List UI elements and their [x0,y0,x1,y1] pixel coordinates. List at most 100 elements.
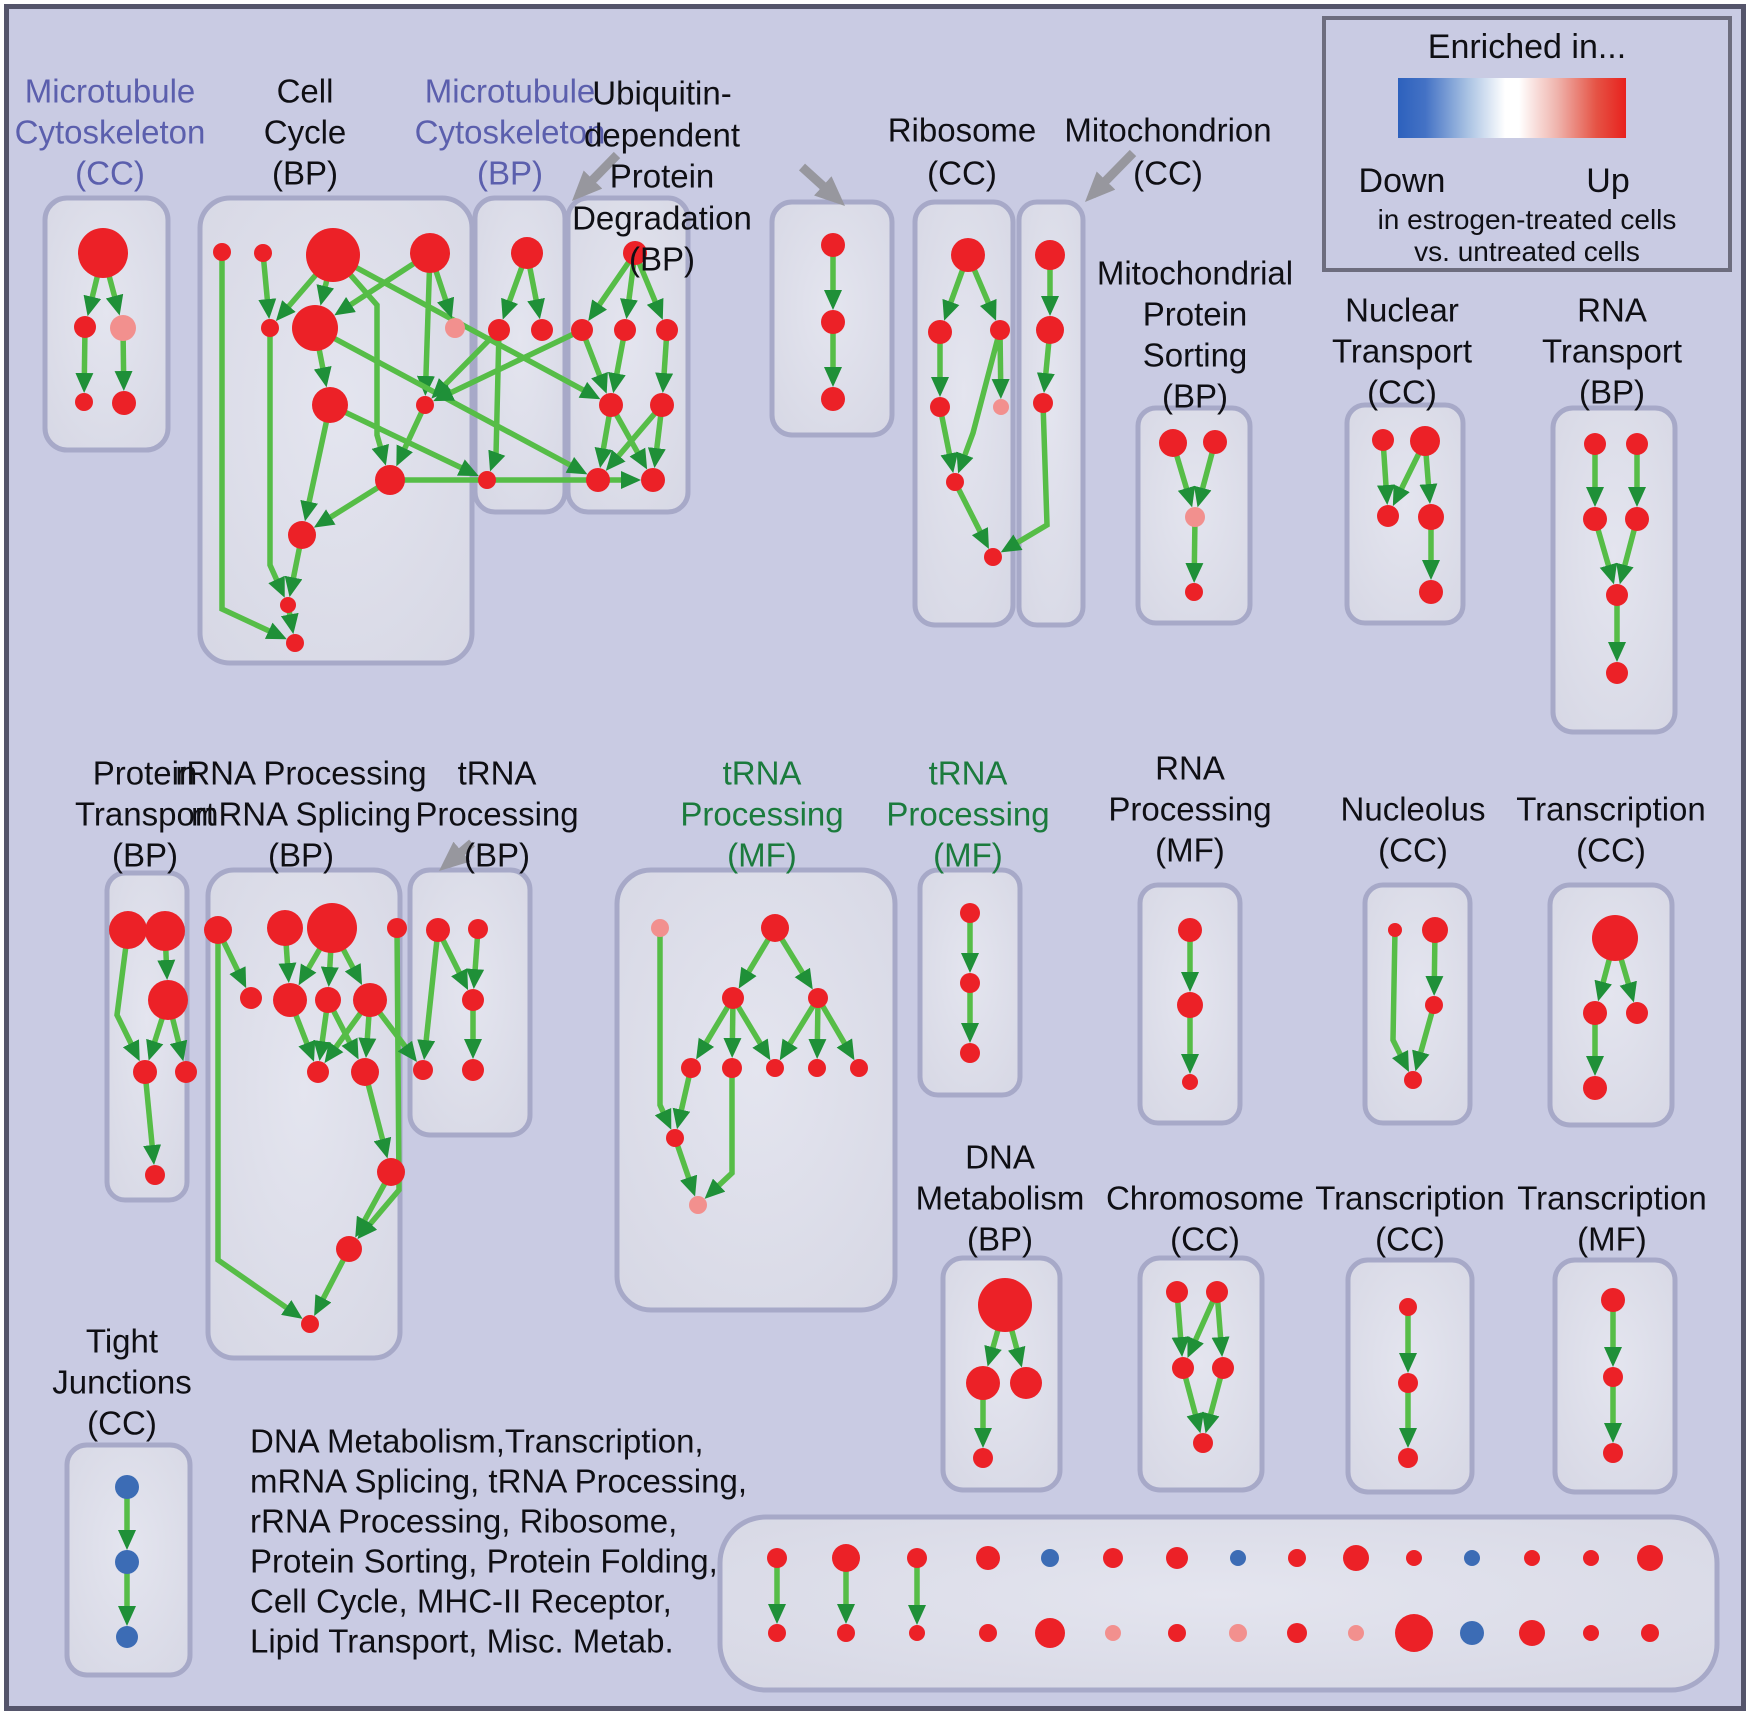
node-s1 [1203,430,1227,454]
label-rrna-mrna-bp-line-2: mRNA Splicing [191,796,411,833]
node-r6 [315,987,341,1013]
node-r5 [273,983,307,1017]
misc-annotation-line-3: rRNA Processing, Ribosome, [250,1503,677,1540]
edge-p3-p4 [142,1071,162,1166]
node-q2 [1182,1074,1198,1090]
node-w12 [1524,1550,1540,1566]
node-u4 [599,393,623,417]
label-chromosome-cc-line-2: (CC) [1170,1221,1240,1258]
node-r4 [240,987,262,1009]
label-microtubule-cytoskeleton-cc-line-3: (CC) [75,155,145,192]
edge-p0-p3 [114,929,140,1062]
node-w8 [1288,1549,1306,1567]
misc-annotation-line-1: DNA Metabolism,Transcription, [250,1423,704,1460]
label-cell-cycle-bp-line-3: (BP) [272,155,338,192]
node-k1 [74,316,96,338]
label-mitochondrial-protein-sorting-bp-line-1: Mitochondrial [1097,255,1293,292]
edge-cc2-cc9 [330,253,389,466]
label-nuclear-transport-cc-line-1: Nuclear [1345,292,1459,329]
node-g2 [722,987,744,1009]
node-rt0 [1584,433,1606,455]
node-p4 [145,1165,165,1185]
label-ubiquitin-degradation-bp-line-1: Ubiquitin- [592,75,731,112]
node-u7 [641,468,665,492]
label-trna-processing-bp-line-3: (BP) [464,837,530,874]
box-dna-metabolism [940,1255,1063,1493]
legend-title: Enriched in... [1427,28,1627,66]
label-nucleolus-cc-line-1: Nucleolus [1341,791,1486,828]
node-z1 [1603,1367,1623,1387]
label-tight-junctions-cc-line-2: Junctions [52,1364,191,1401]
node-b2 [821,387,845,411]
node-g0 [651,919,669,937]
node-cc7 [312,387,348,423]
node-g1 [761,914,789,942]
label-transcription-cc-row3-line-2: (CC) [1375,1221,1445,1258]
node-rb2 [990,320,1010,340]
label-dna-metabolism-bp-line-1: DNA [965,1139,1035,1176]
node-cc3 [410,233,450,273]
node-mt1 [1036,316,1064,344]
node-tj0 [115,1475,139,1499]
label-protein-transport-bp-line-1: Protein [93,755,198,792]
label-microtubule-cytoskeleton-bp-line-2: Cytoskeleton [415,114,606,151]
node-rb3 [930,397,950,417]
node-v8 [1287,1623,1307,1643]
node-cc4 [261,319,279,337]
label-rna-processing-mf-line-3: (MF) [1155,832,1225,869]
node-ch3 [1212,1357,1234,1379]
label-cell-cycle-bp-line-2: Cycle [264,114,347,151]
node-tj2 [116,1626,138,1648]
node-r7 [353,983,387,1017]
node-rt2 [1583,507,1607,531]
edge-nu0-nu3 [1390,929,1409,1072]
node-rb5 [946,473,964,491]
label-rna-processing-mf-line-2: Processing [1108,791,1271,828]
node-d2 [1010,1367,1042,1399]
label-tight-junctions-cc-line-1: Tight [86,1323,158,1360]
legend-down-label: Down [1358,162,1446,200]
node-w4 [1041,1549,1059,1567]
label-rna-transport-bp-line-1: RNA [1577,292,1647,329]
node-t2 [462,989,484,1011]
node-z2 [1603,1443,1623,1463]
edge-g3-g8 [815,996,855,1061]
label-trna-processing-bp-line-1: tRNA [458,755,537,792]
label-ribosome-cc-line-2: (CC) [927,155,997,192]
legend-up-label: Up [1586,162,1630,200]
node-u5 [650,393,674,417]
label-mitochondrial-protein-sorting-bp-line-2: Protein [1143,296,1248,333]
legend-box: Enriched in... Down Up in estrogen-treat… [1322,16,1732,272]
label-transcription-cc-row3-line-1: Transcription [1315,1180,1505,1217]
node-g6 [766,1059,784,1077]
pointer-ubiquitin-right-icon [798,163,846,207]
label-transcription-cc-row2-line-1: Transcription [1516,791,1706,828]
edge-t0-t3 [417,929,441,1061]
label-rna-transport-bp-line-2: Transport [1542,333,1682,370]
node-v9 [1348,1625,1364,1641]
node-s2 [1185,507,1205,527]
node-d1 [966,1366,1000,1400]
box-trna-mf-1 [614,867,898,1313]
label-trna-processing-mf-2-line-3: (MF) [933,837,1003,874]
node-rb1 [928,320,952,344]
label-rrna-mrna-bp-line-3: (BP) [268,837,334,874]
box-misc-cluster [717,1514,1720,1693]
node-k2 [110,315,136,341]
node-x2 [1626,1002,1648,1024]
node-g10 [689,1196,707,1214]
edge-g0-g9 [654,928,672,1130]
label-transcription-mf-line-2: (MF) [1577,1221,1647,1258]
node-g3 [808,988,828,1008]
node-h1 [960,973,980,993]
label-ubiquitin-degradation-bp-line-2: dependent [584,117,740,154]
label-microtubule-cytoskeleton-bp-line-1: Microtubule [425,73,596,110]
node-u6 [586,468,610,492]
node-rt1 [1626,433,1648,455]
node-r12 [301,1315,319,1333]
pointer-trna-bp-icon [438,839,475,871]
node-y0 [1399,1298,1417,1316]
node-ch4 [1193,1433,1213,1453]
node-r2 [307,903,357,953]
node-h0 [960,903,980,923]
